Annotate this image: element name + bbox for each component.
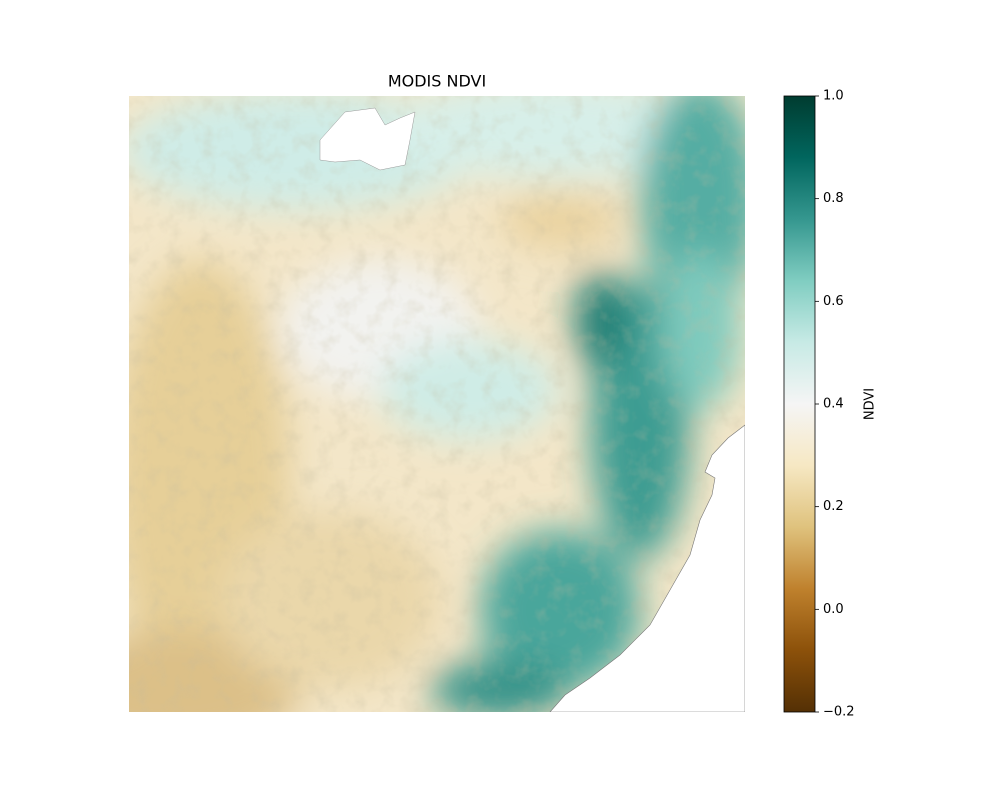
colorbar-tick-label: −0.2 — [823, 705, 855, 720]
colorbar-tick-label: 0.0 — [823, 602, 844, 617]
colorbar-tick-label: 0.6 — [823, 294, 844, 309]
colorbar-tick-label: 1.0 — [823, 89, 844, 104]
colorbar-label: NDVI — [863, 388, 878, 420]
colorbar-tick-label: 0.4 — [823, 397, 844, 412]
colorbar — [783, 95, 816, 713]
colorbar-tick-label: 0.2 — [823, 499, 844, 514]
colorbar-tick-label: 0.8 — [823, 191, 844, 206]
ndvi-raster — [129, 96, 745, 712]
map-title: MODIS NDVI — [388, 72, 486, 91]
